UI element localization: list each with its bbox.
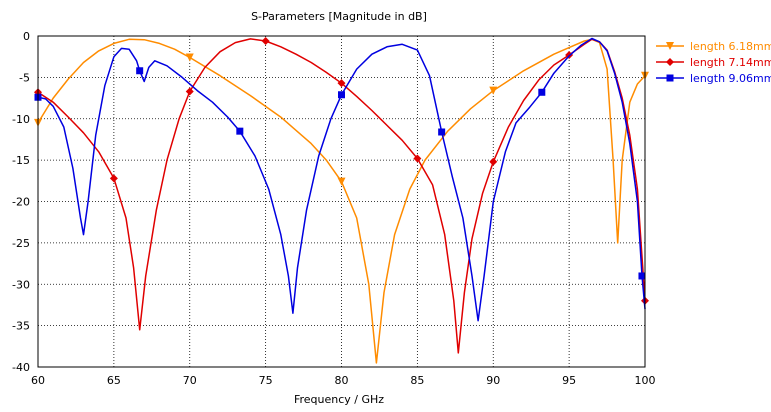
legend-item-length-7-14mm[interactable]: length 7.14mm [656,56,771,69]
grid [38,36,645,367]
data-point-length-7-14mm [109,174,118,183]
data-point-length-9-06mm [338,91,345,99]
y-tick-label: -35 [12,320,30,333]
data-point-length-9-06mm [638,272,646,280]
data-point-length-7-14mm [261,36,270,45]
series-length-7-14mm [34,36,649,354]
plot-series [34,36,649,364]
x-tick-label: 70 [183,374,197,387]
x-tick-label: 90 [486,374,500,387]
y-tick-label: -5 [19,71,30,84]
legend-label: length 9.06mm [690,72,771,85]
y-tick-label: 0 [23,30,30,43]
legend-marker [666,58,674,66]
data-point-length-7-14mm [489,157,498,166]
legend-label: length 7.14mm [690,56,771,69]
x-tick-label: 95 [562,374,576,387]
y-tick-label: -15 [12,154,30,167]
data-point-length-9-06mm [538,88,546,96]
y-tick-label: -40 [12,361,30,374]
x-tick-label: 60 [31,374,45,387]
x-tick-label: 75 [259,374,273,387]
series-line-length-6-18mm [37,38,646,364]
data-point-length-7-14mm [185,87,194,96]
data-point-length-9-06mm [438,128,446,136]
legend-label: length 6.18mm [690,40,771,53]
y-tick-label: -30 [12,278,30,291]
x-tick-label: 80 [335,374,349,387]
data-point-length-7-14mm [413,154,422,163]
legend-item-length-9-06mm[interactable]: length 9.06mm [656,72,771,85]
data-point-length-9-06mm [136,67,144,75]
series-line-length-9-06mm [37,37,646,322]
y-tick-label: -10 [12,113,30,126]
data-point-length-6-18mm [185,53,194,62]
y-tick-label: -20 [12,196,30,209]
y-tick-label: -25 [12,237,30,250]
data-point-length-7-14mm [337,79,346,88]
x-tick-label: 100 [635,374,656,387]
data-point-length-9-06mm [236,127,244,135]
x-tick-label: 85 [410,374,424,387]
legend-item-length-6-18mm[interactable]: length 6.18mm [656,40,771,53]
legend-marker [666,74,674,82]
x-axis-label: Frequency / GHz [294,393,384,406]
data-point-length-6-18mm [337,177,346,186]
data-point-length-6-18mm [489,86,498,95]
y-axis-ticks: 0 -5 -10 -15 -20 -25 -30 -35 -40 [12,30,30,374]
plot-frame [37,35,646,368]
x-tick-label: 65 [107,374,121,387]
legend[interactable]: length 6.18mm length 7.14mm length 9.06mm [656,40,771,85]
legend-marker [666,42,674,50]
chart-title: S-Parameters [Magnitude in dB] [251,10,427,23]
x-axis-ticks: 60 65 70 75 80 85 90 95 100 [31,374,656,387]
